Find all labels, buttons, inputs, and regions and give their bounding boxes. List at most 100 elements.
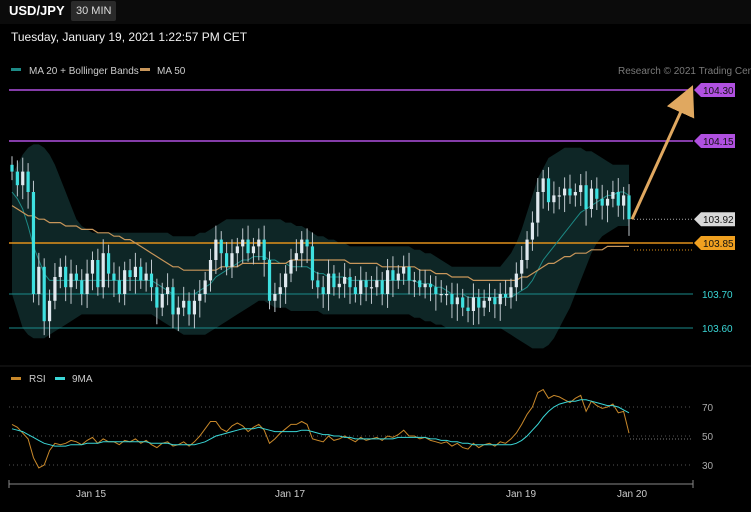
- candle-body: [348, 277, 352, 288]
- candle-body: [600, 198, 604, 206]
- candle-body: [182, 300, 186, 308]
- candle-body: [589, 188, 594, 209]
- candle-body: [412, 280, 416, 282]
- candle-body: [530, 222, 535, 240]
- candle-body: [90, 260, 95, 274]
- candle-body: [117, 280, 121, 294]
- candle-body: [139, 266, 143, 281]
- rsi-tick-30: 30: [702, 461, 714, 472]
- x-tick-label: Jan 17: [275, 489, 305, 500]
- candle-body: [423, 283, 427, 288]
- candle-body: [455, 297, 459, 305]
- legend-label-ma50: MA 50: [157, 66, 186, 77]
- candle-body: [155, 287, 159, 308]
- candle-body: [509, 287, 513, 298]
- rsi-tick-70: 70: [702, 403, 714, 414]
- candle-body: [418, 280, 422, 288]
- candle-body: [477, 297, 481, 308]
- candle-body: [160, 294, 164, 308]
- candle-body: [37, 266, 41, 294]
- candle-body: [26, 171, 30, 192]
- candle-body: [402, 266, 406, 274]
- candle-body: [605, 198, 610, 206]
- candle-body: [235, 246, 239, 254]
- price-panel: 104.30 104.15 103.92 103.85 103.70 103.60 MA 2…: [0, 66, 751, 367]
- candle-body: [326, 273, 331, 294]
- level-label-104.30: 104.30: [703, 86, 734, 97]
- candle-body: [106, 253, 111, 274]
- candle-body: [343, 277, 347, 284]
- candle-body: [251, 246, 256, 254]
- candle-body: [337, 283, 341, 288]
- candle-body: [144, 273, 148, 281]
- candle-body: [267, 260, 272, 301]
- candle-body: [444, 294, 449, 296]
- candle-body: [31, 192, 36, 294]
- timeframe-button[interactable]: 30 MIN: [71, 1, 117, 21]
- candle-body: [198, 294, 202, 301]
- candle-body: [123, 270, 127, 294]
- candle-body: [498, 294, 502, 305]
- candle-body: [520, 260, 524, 274]
- candle-body: [584, 185, 588, 209]
- candle-body: [219, 239, 223, 254]
- candle-body: [133, 266, 137, 277]
- candle-body: [305, 239, 309, 247]
- time-axis: Jan 15 Jan 17 Jan 19 Jan 20: [8, 480, 694, 500]
- candle-body: [246, 239, 250, 254]
- candle-body: [385, 270, 390, 294]
- candle-body: [284, 273, 288, 288]
- legend-swatch-9ma: [55, 377, 65, 380]
- candle-body: [369, 287, 374, 289]
- candle-body: [595, 188, 599, 199]
- candle-body: [579, 185, 583, 192]
- candle-body: [165, 287, 170, 294]
- x-tick-label: Jan 19: [506, 489, 536, 500]
- legend-label-9ma: 9MA: [72, 374, 93, 385]
- symbol-label: USD/JPY: [9, 3, 65, 18]
- candle-body: [471, 297, 476, 311]
- candle-body: [514, 273, 518, 288]
- candle-body: [568, 188, 572, 196]
- candle-body: [310, 246, 315, 281]
- rsi-panel: 70 50 30 RSI 9MA: [9, 374, 714, 472]
- candle-body: [380, 280, 384, 294]
- candle-body: [203, 280, 207, 294]
- candle-body: [257, 239, 261, 247]
- candle-body: [466, 307, 470, 311]
- candle-body: [546, 178, 551, 203]
- candle-body: [622, 195, 626, 206]
- timestamp: Tuesday, January 19, 2021 1:22:57 PM CET: [11, 30, 248, 44]
- candle-body: [262, 239, 266, 260]
- level-tag-104.15: [694, 134, 735, 148]
- candle-body: [58, 266, 62, 277]
- candle-body: [149, 273, 154, 288]
- candle-body: [428, 283, 433, 288]
- level-label-103.85: 103.85: [703, 239, 734, 250]
- candle-body: [439, 294, 443, 296]
- candle-body: [273, 294, 277, 301]
- rsi-tick-50: 50: [702, 432, 714, 443]
- level-label-103.60: 103.60: [702, 324, 733, 335]
- candle-body: [359, 280, 363, 294]
- candle-body: [627, 195, 631, 220]
- candle-body: [321, 287, 325, 294]
- candle-body: [80, 280, 84, 294]
- candle-body: [563, 188, 567, 196]
- rsi-line: [11, 388, 630, 469]
- candle-body: [396, 273, 400, 281]
- candle-body: [85, 273, 89, 294]
- candle-body: [616, 192, 620, 206]
- candle-body: [375, 280, 379, 288]
- candle-body: [525, 239, 529, 260]
- candle-body: [434, 287, 438, 294]
- candle-body: [21, 171, 25, 186]
- candle-body: [557, 195, 561, 197]
- candle-body: [64, 266, 68, 288]
- candle-body: [230, 253, 234, 267]
- candle-body: [536, 192, 540, 223]
- chart-header: USD/JPY 30 MIN: [0, 0, 751, 24]
- watermark-text: Research © 2021 Trading Central: [618, 66, 751, 77]
- candle-body: [504, 294, 508, 298]
- candle-body: [487, 297, 492, 301]
